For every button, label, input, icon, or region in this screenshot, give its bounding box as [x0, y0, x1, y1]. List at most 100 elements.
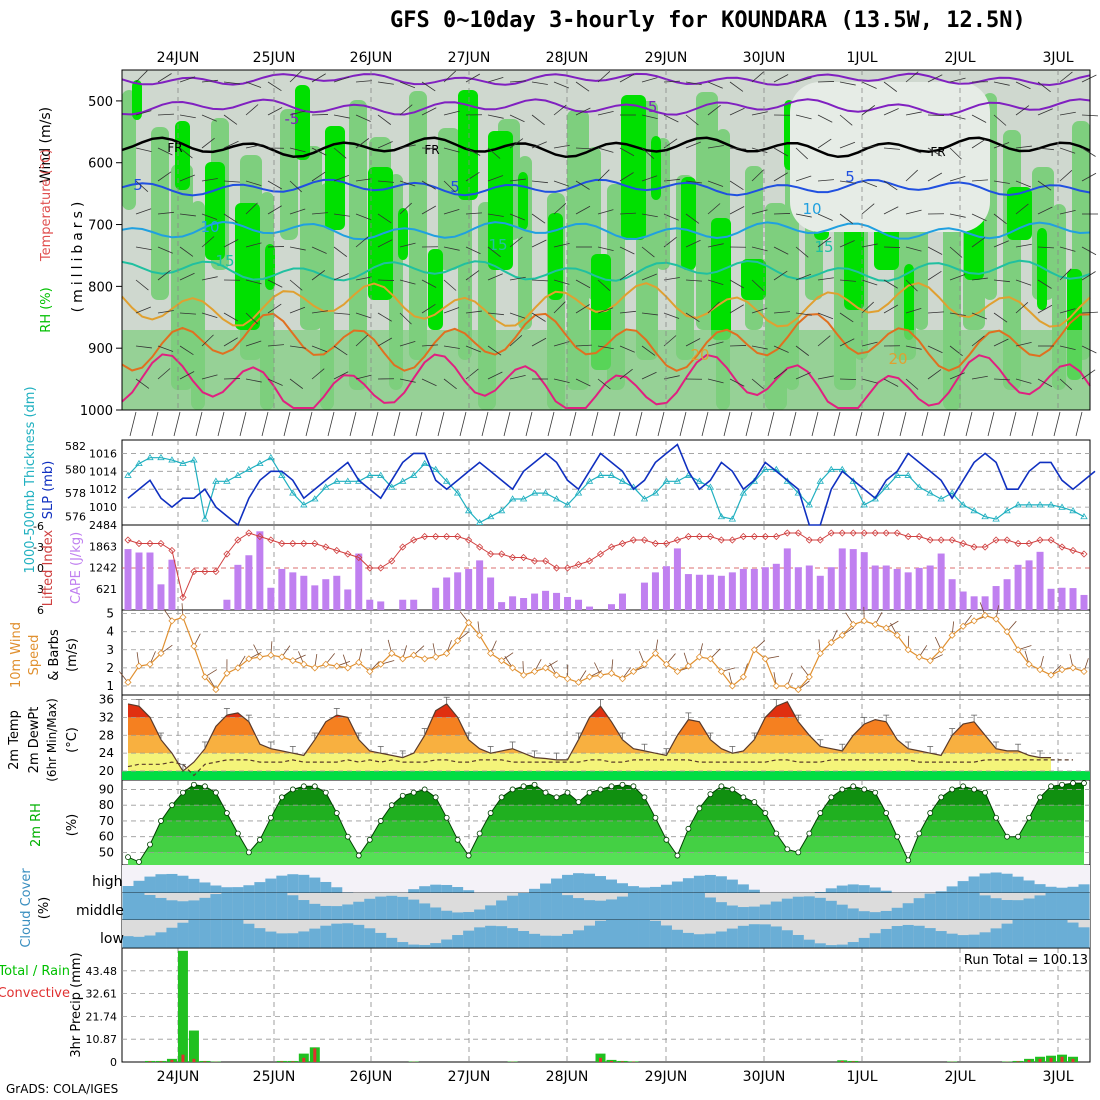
surface-wind-barb: [855, 411, 863, 437]
rh-point: [839, 786, 846, 793]
wind-speed-point: [739, 673, 747, 681]
bottom-date-label: 26JUN: [350, 1069, 393, 1085]
cloud-label-middle: middle: [76, 903, 124, 919]
wind-barb: [1015, 243, 1032, 248]
temperature-contour: [121, 281, 1091, 328]
cloud-bar: [232, 920, 244, 948]
top-date-label: 25JUN: [253, 50, 296, 66]
wind-barb: [971, 375, 988, 380]
wind-speed-point: [662, 660, 671, 668]
cloud-bar: [298, 900, 310, 920]
contour-label: 20: [888, 350, 907, 368]
thickness-point: [728, 515, 737, 522]
cloud-bar: [430, 907, 442, 920]
precip-total-bar: [606, 1059, 617, 1062]
contour-label: 5: [450, 178, 460, 196]
wind-barb: [465, 310, 482, 314]
wind-barb: [311, 212, 328, 215]
wind-barb: [465, 171, 480, 182]
li-point: [893, 529, 901, 537]
rh-band: [128, 820, 1084, 837]
wind-barb: [663, 277, 680, 281]
wind-speed-point: [487, 649, 495, 657]
rh-point: [652, 814, 659, 821]
wind-barb: [399, 180, 416, 187]
wind-barb: [333, 76, 350, 83]
li-point: [541, 557, 550, 565]
wind-barb: [1037, 304, 1053, 314]
wind-barb: [751, 169, 764, 182]
li-point: [520, 553, 528, 562]
wind-barb: [883, 378, 899, 387]
wind-speed-point: [366, 667, 374, 676]
thickness-point: [508, 495, 517, 502]
wind-barb: [135, 279, 149, 291]
cape-bar: [410, 599, 418, 610]
surface-wind-barb: [569, 411, 577, 437]
cloud-bar: [1034, 920, 1046, 948]
bottom-date-label: 25JUN: [253, 1069, 296, 1085]
cloud-bar: [825, 888, 837, 893]
cape-bar: [783, 548, 791, 610]
wind-barb: [1015, 301, 1029, 314]
thickness-point: [662, 477, 671, 484]
wind-barb: [1015, 180, 1031, 188]
wind-barb: [509, 276, 526, 281]
thickness-point: [596, 471, 605, 478]
cloud-bar: [814, 943, 826, 948]
wind-barb: [245, 312, 258, 325]
wind-speed-point: [827, 638, 835, 647]
wind-speed-point: [278, 653, 286, 661]
cape-bar: [816, 575, 824, 610]
wind-barb: [179, 345, 194, 356]
cloud-bar: [616, 896, 628, 920]
rh-band-mid: [122, 90, 136, 210]
li-point: [1014, 539, 1022, 548]
wind-barb: [333, 371, 349, 380]
cape-bar: [454, 572, 462, 610]
wind-barb: [817, 179, 834, 182]
cape-bar: [245, 555, 253, 610]
thickness-point: [607, 471, 616, 478]
li-point: [421, 532, 429, 541]
wind-barb: [861, 105, 876, 116]
wind-barb: [971, 179, 988, 182]
precip-tick-label: 32.61: [86, 988, 118, 1001]
surface-wind-barb: [723, 411, 731, 437]
wind-speed-point: [1047, 671, 1055, 679]
cape-bar: [509, 596, 517, 610]
wind-barb: [487, 213, 504, 217]
rh-point: [828, 794, 835, 801]
precip-conv-bar: [280, 1061, 284, 1062]
cloud-bar: [880, 910, 892, 920]
cloud-bar: [814, 897, 826, 920]
wind-barb: [597, 345, 614, 350]
wind-barb: [773, 246, 789, 255]
cloud-bar: [715, 876, 727, 893]
thickness-point: [179, 459, 187, 467]
wind-speed-point: [596, 671, 605, 679]
wind-speed-point: [212, 686, 220, 694]
thickness-point: [157, 453, 165, 461]
wind-barb: [465, 147, 481, 156]
label-rh2m: 2m RH: [29, 803, 44, 847]
slp-line: [127, 443, 1096, 527]
surface-wind-barbs: [129, 411, 1083, 437]
cloud-bar: [616, 883, 628, 893]
cloud-bar: [858, 937, 870, 948]
wind-barb: [465, 246, 481, 255]
li-point: [311, 539, 319, 548]
contour-label: 15: [215, 252, 234, 270]
wind-barb: [927, 369, 942, 380]
wind-barb: [1015, 81, 1031, 90]
wind-barb: [685, 141, 701, 149]
label-cape: CAPE (J/kg): [69, 532, 84, 604]
wind-barb: [355, 213, 372, 221]
wind-barb: [971, 312, 987, 320]
wind-speed-point: [234, 664, 242, 672]
wind-barb: [773, 147, 789, 157]
cape-bar: [871, 565, 879, 610]
wind-barb: [971, 335, 985, 347]
cloud-bar: [210, 894, 222, 920]
thickness-point: [552, 495, 561, 502]
